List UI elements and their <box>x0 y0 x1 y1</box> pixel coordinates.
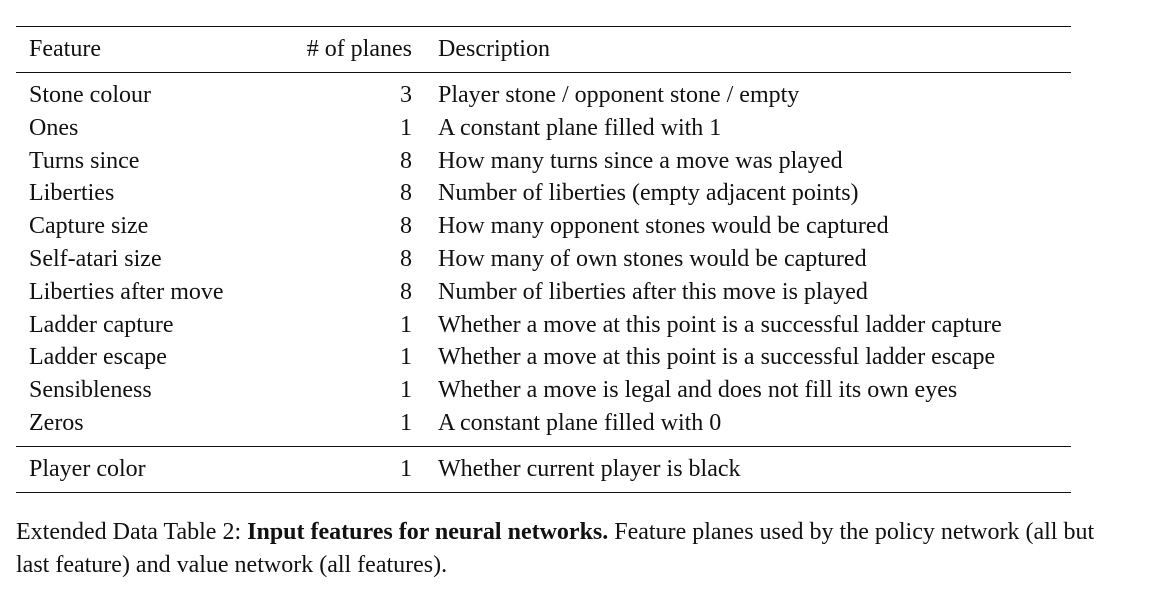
row-description: Number of liberties after this move is p… <box>438 278 868 305</box>
mid-rule <box>16 445 1071 447</box>
row-planes: 1 <box>400 455 412 482</box>
table-body: Stone colour 3 Player stone / opponent sto… <box>16 73 1071 446</box>
table-row: Player color 1 Whether current player is… <box>16 453 1071 486</box>
table-row: Self-atari size 8 How many of own stones w… <box>16 243 1071 276</box>
table-row: Sensibleness 1 Whether a move is legal and… <box>16 374 1071 407</box>
row-planes: 8 <box>400 147 412 174</box>
table-caption: Extended Data Table 2: Input features fo… <box>16 516 1096 581</box>
row-description: How many of own stones would be captured <box>438 245 867 272</box>
header-row: Feature # of planes Description <box>16 27 1071 72</box>
table-row: Ones 1 A constant plane filled with 1 <box>16 112 1071 145</box>
row-planes: 1 <box>400 344 412 371</box>
row-planes: 1 <box>400 409 412 436</box>
row-description: Whether a move at this point is a succes… <box>438 344 996 371</box>
header-description: Description <box>438 36 550 62</box>
row-feature: Self-atari size <box>29 245 162 272</box>
table-row: Ladder capture 1 Whether a move at this po… <box>16 309 1071 342</box>
row-feature: Stone colour <box>29 82 151 108</box>
row-planes: 1 <box>400 114 412 141</box>
table-row: Stone colour 3 Player stone / opponent sto… <box>16 79 1071 112</box>
row-feature: Turns since <box>29 147 140 174</box>
row-feature: Zeros <box>29 409 84 436</box>
caption-rest: Feature planes used by the policy networ… <box>16 519 1095 578</box>
header-feature: Feature <box>29 36 101 62</box>
table-header: Feature # of planes Description <box>16 27 1071 72</box>
row-planes: 1 <box>400 377 412 404</box>
table-row: Liberties 8 Number of liberties (empty adj… <box>16 177 1071 210</box>
row-description: Whether a move at this point is a succes… <box>438 311 1002 338</box>
caption-bold: Input features for neural networks. <box>247 519 609 545</box>
row-planes: 1 <box>400 311 412 338</box>
row-description: A constant plane filled with 0 <box>438 409 722 436</box>
row-planes: 8 <box>400 213 412 240</box>
row-planes: 8 <box>400 245 412 272</box>
top-rule <box>16 26 1071 27</box>
row-description: How many turns since a move was played <box>438 147 843 174</box>
row-feature: Liberties <box>29 180 115 207</box>
row-feature: Sensibleness <box>29 377 152 404</box>
table-extra: Player color 1 Whether current player is… <box>16 447 1071 492</box>
caption-prefix: Extended Data Table 2: <box>16 519 248 545</box>
row-planes: 3 <box>400 82 412 108</box>
row-description: A constant plane filled with 1 <box>438 114 722 141</box>
row-feature: Player color <box>29 455 146 482</box>
row-planes: 8 <box>400 278 412 305</box>
row-description: Whether a move is legal and does not fil… <box>438 377 958 404</box>
row-description: Number of liberties (empty adjacent poin… <box>438 180 859 207</box>
table-row: Turns since 8 How many turns since a move … <box>16 145 1071 178</box>
row-description: How many opponent stones would be captur… <box>438 213 889 240</box>
bottom-rule <box>16 491 1071 493</box>
table-row: Zeros 1 A constant plane filled with 0 <box>16 407 1071 440</box>
row-description: Whether current player is black <box>438 455 741 482</box>
row-feature: Capture size <box>29 213 149 240</box>
row-description: Player stone / opponent stone / empty <box>438 82 800 108</box>
table-row: Ladder escape 1 Whether a move at this poi… <box>16 341 1071 374</box>
row-planes: 8 <box>400 180 412 207</box>
header-rule <box>16 72 1071 73</box>
header-planes: # of planes <box>306 36 412 62</box>
row-feature: Liberties after move <box>29 278 224 305</box>
table-row: Liberties after move 8 Number of liberties… <box>16 276 1071 309</box>
table-row: Capture size 8 How many opponent stones wo… <box>16 210 1071 243</box>
row-feature: Ladder escape <box>29 344 167 371</box>
row-feature: Ladder capture <box>29 311 174 338</box>
feature-table: Feature # of planes Description Stone co… <box>16 26 1071 493</box>
row-feature: Ones <box>29 114 79 141</box>
